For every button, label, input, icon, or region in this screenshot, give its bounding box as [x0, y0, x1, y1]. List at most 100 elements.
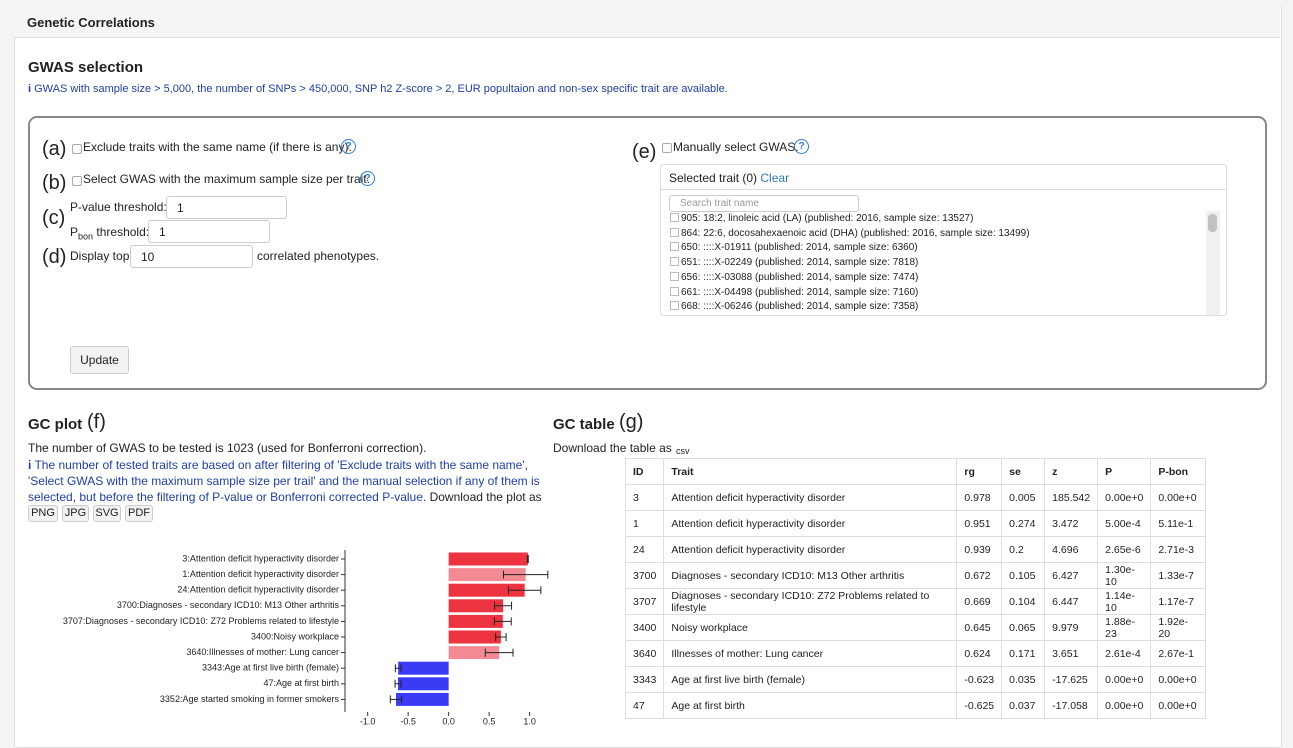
help-icon[interactable]: ?: [794, 139, 809, 154]
checkbox[interactable]: [670, 286, 679, 296]
section-title: GWAS selection: [28, 59, 144, 76]
trait-label: 656: ::::X-03088 (published: 2014, sampl…: [681, 271, 919, 283]
checkbox[interactable]: [670, 227, 679, 237]
checkbox[interactable]: [670, 242, 679, 252]
download-text: Download the table as: [553, 441, 672, 455]
table-cell: Diagnoses - secondary ICD10: M13 Other a…: [663, 562, 958, 589]
marker: (d): [42, 246, 67, 268]
note-line: 'Select GWAS with the maximum sample siz…: [28, 474, 540, 488]
table-cell: -0.623: [956, 666, 1003, 693]
info: GWAS with sample size > 5,000, the numbe…: [34, 83, 728, 95]
bar: [448, 646, 500, 660]
note-text: The number of tested traits are based on…: [34, 458, 528, 472]
error-bar: [494, 601, 513, 610]
table-cell: 0.2: [1001, 536, 1046, 563]
table-cell: 0.105: [1001, 562, 1046, 589]
bar: [448, 614, 503, 628]
checkbox[interactable]: [72, 144, 82, 154]
trait-item: 651: ::::X-02249 (published: 2014, sampl…: [670, 257, 918, 268]
y-tick-label: 3640:Illnesses of mother: Lung cancer: [186, 647, 339, 657]
help-icon[interactable]: ?: [360, 171, 375, 186]
checkbox[interactable]: [670, 301, 679, 311]
column-header: se: [1001, 458, 1046, 485]
csv-button[interactable]: csv: [676, 446, 690, 456]
table-row: 47 Age at first birth -0.625 0.037 -17.058 0.…: [624, 692, 1207, 719]
marker: (g): [619, 411, 644, 433]
trait-item: 905: 18:2, linoleic acid (LA) (published…: [670, 213, 973, 224]
clear-link[interactable]: Clear: [760, 171, 790, 185]
update-button[interactable]: Update: [70, 346, 129, 374]
table-cell: Age at first birth: [663, 692, 958, 719]
y-tick-label: 3:Attention deficit hyperactivity disord…: [182, 553, 339, 563]
table-cell: 4.696: [1044, 536, 1099, 563]
input-label: correlated phenotypes.: [257, 249, 380, 263]
table-cell: 0.645: [956, 614, 1003, 641]
bar: [448, 599, 504, 613]
bar: [448, 630, 501, 644]
table-cell: 3343: [624, 666, 665, 693]
error-bar: [389, 695, 403, 704]
checkbox[interactable]: [670, 271, 679, 281]
table-row: 3400 Noisy workplace 0.645 0.065 9.979 1.88e-…: [624, 614, 1207, 641]
input-label: P-value threshold:: [70, 200, 167, 214]
checkbox[interactable]: [72, 176, 82, 186]
column-header: P-bon: [1150, 458, 1207, 485]
checkbox[interactable]: [670, 213, 679, 222]
scroll-thumb[interactable]: [1208, 214, 1217, 232]
table-cell: 0.624: [956, 640, 1003, 667]
y-tick-label: 3400:Noisy workplace: [251, 631, 339, 641]
trait-item: 656: ::::X-03088 (published: 2014, sampl…: [670, 271, 919, 283]
x-tick-label: -0.5: [400, 716, 416, 726]
top-input[interactable]: 10: [130, 245, 253, 268]
help-icon[interactable]: ?: [341, 139, 356, 154]
table-cell: 2.61e-4: [1097, 640, 1152, 667]
y-tick-label: 3352:Age started smoking in former smoke…: [160, 694, 340, 704]
column-header: P: [1097, 458, 1152, 485]
table-cell: 47: [624, 692, 665, 719]
table-cell: 6.447: [1044, 588, 1099, 615]
x-tick-label: 0.5: [483, 716, 496, 726]
checkbox[interactable]: [670, 257, 679, 267]
x-tick-label: -1.0: [360, 716, 376, 726]
selector-header: [661, 165, 1226, 190]
note-line: i The number of tested traits are based …: [28, 458, 528, 472]
checkbox[interactable]: [662, 143, 672, 153]
table-row: 3700 Diagnoses - secondary ICD10: M13 Oth…: [624, 562, 1207, 589]
download-button[interactable]: SVG: [93, 505, 121, 522]
table-cell: 0.951: [956, 510, 1003, 537]
gc-table: ID Trait rg se z P P-bon 3 Attention deficit hyp…: [624, 458, 1207, 719]
table-cell: 0.978: [956, 484, 1003, 511]
download-button[interactable]: JPG: [62, 505, 89, 522]
pval-input[interactable]: 1: [166, 196, 287, 219]
error-bar: [493, 617, 512, 626]
pbon-rest: threshold:: [96, 225, 150, 239]
note-icon: i: [28, 458, 32, 472]
download-text: Download the plot as: [429, 490, 542, 504]
table-cell: 0.00e+0: [1150, 692, 1207, 719]
table-cell: 3700: [624, 562, 665, 589]
table-cell: -0.625: [956, 692, 1003, 719]
pbon-input[interactable]: 1: [148, 220, 270, 243]
table-cell: Illnesses of mother: Lung cancer: [663, 640, 958, 667]
download-button[interactable]: PNG: [28, 505, 58, 522]
table-row: 1 Attention deficit hyperactivity disorde…: [624, 510, 1207, 537]
table-cell: 0.00e+0: [1097, 484, 1152, 511]
trait-label: 864: 22:6, docosahexaenoic acid (DHA) (p…: [681, 227, 1030, 239]
error-bar: [394, 664, 402, 673]
scrollbar[interactable]: [1206, 211, 1220, 315]
table-cell: Attention deficit hyperactivity disorder: [663, 510, 958, 537]
table-cell: 1.14e-10: [1097, 588, 1152, 615]
table-cell: 0.065: [1001, 614, 1046, 641]
checkbox-label: Manually select GWAS.: [673, 140, 799, 154]
table-cell: Diagnoses - secondary ICD10: Z72 Problem…: [663, 588, 958, 615]
page: Genetic Correlations GWAS selection i GW…: [14, 6, 1282, 748]
trait-label: 651: ::::X-02249 (published: 2014, sampl…: [681, 257, 919, 269]
table-cell: 0.274: [1001, 510, 1046, 537]
download-button[interactable]: PDF: [125, 505, 153, 522]
table-cell: Noisy workplace: [663, 614, 958, 641]
error-bar: [507, 586, 542, 595]
note-line: selected, but before the filtering of P-…: [28, 490, 542, 504]
table-cell: 1.92e-20: [1150, 614, 1207, 641]
trait-label: 905: 18:2, linoleic acid (LA) (published…: [681, 213, 974, 224]
search-input[interactable]: Search trait name: [669, 195, 859, 212]
